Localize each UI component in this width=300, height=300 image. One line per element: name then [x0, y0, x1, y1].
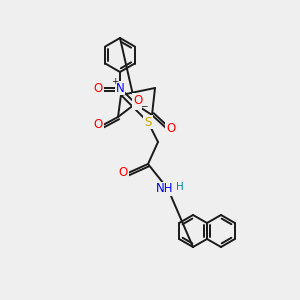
Text: O: O	[93, 82, 103, 94]
Text: +: +	[111, 76, 119, 85]
Text: N: N	[133, 97, 141, 110]
Text: H: H	[176, 182, 184, 192]
Text: N: N	[116, 82, 124, 94]
Text: O: O	[134, 94, 142, 106]
Text: O: O	[167, 122, 176, 134]
Text: O: O	[118, 167, 127, 179]
Text: −: −	[140, 101, 148, 110]
Text: NH: NH	[156, 182, 174, 196]
Text: S: S	[144, 116, 152, 128]
Text: O: O	[93, 118, 103, 131]
